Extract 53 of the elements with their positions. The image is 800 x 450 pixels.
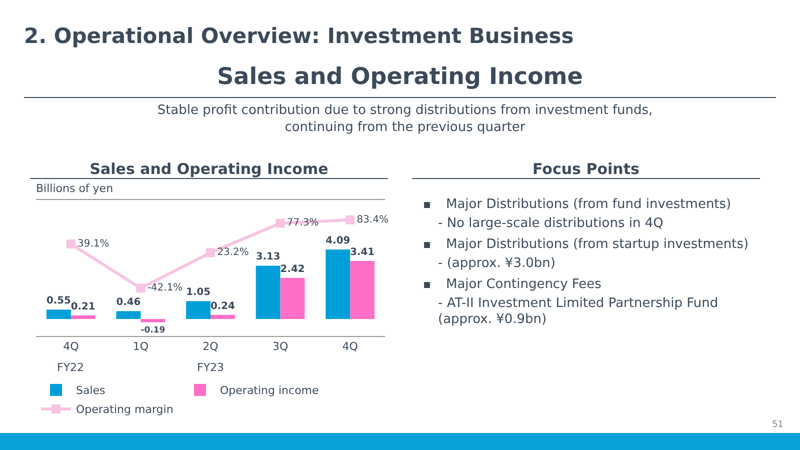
text: - (approx. ¥3.0bn) [438,256,556,272]
bar [256,266,280,319]
text: FY22 [57,361,84,374]
bar [186,301,210,319]
data-label: -42.1% [147,282,183,294]
bar [280,278,305,319]
text: Major Distributions (from startup investments) [446,237,749,252]
bar [326,249,350,319]
legend-label: Operating margin [76,403,174,416]
legend-label: Sales [76,384,106,398]
bar [46,310,71,319]
data-label: 0.24 [210,300,236,312]
legend-label: Operating income [220,384,320,398]
data-label: 0.21 [70,301,96,312]
text: - AT-II Investment Limited Partnership Fund (approx. ¥0.9bn) [438,296,720,328]
point [136,284,146,293]
text: - No large-scale distributions in 4Q [438,216,664,232]
data-label: 3.41 [350,246,375,258]
data-label: 83.4% [356,214,389,226]
text: Sales and Operating Income [216,64,584,90]
point [206,248,215,258]
text: Major Contingency Fees [446,277,602,292]
text: 2. Operational Overview: Investment Business [24,24,574,48]
text: Focus Points [532,160,640,178]
chart-subtitle: Stable profit contribution due to strong distributions from investment funds, continuing from the previous quarter [156,102,654,136]
bar [70,315,96,319]
data-label: 3.13 [256,252,280,263]
x-tick-label: 4Q [63,340,80,354]
data-label: 2.42 [280,264,305,275]
bar [210,314,235,319]
bar [350,261,375,319]
text: FY23 [197,361,224,374]
data-label: 0.55 [46,296,72,307]
x-tick-label: 4Q [342,340,358,354]
data-label: -0.19 [140,324,166,334]
data-label: 23.2% [217,247,249,258]
y-axis-title: Billions of yen [36,182,114,195]
data-label: 1.05 [186,287,211,298]
data-label: 0.46 [116,297,141,308]
data-label: 77.3% [286,218,319,229]
point [66,240,76,249]
data-label: 39.1% [78,238,110,250]
bar [116,311,141,319]
text: 51 [772,420,784,430]
point [346,215,355,224]
chart-title: Sales and Operating Income [88,160,330,178]
x-tick-label: 3Q [272,340,288,354]
bar [140,319,166,322]
point [276,218,285,228]
data-label: 4.09 [326,235,350,246]
text: Major Distributions (from fund investments) [446,197,732,212]
x-tick-label: 2Q [202,340,219,354]
x-tick-label: 1Q [132,340,149,354]
